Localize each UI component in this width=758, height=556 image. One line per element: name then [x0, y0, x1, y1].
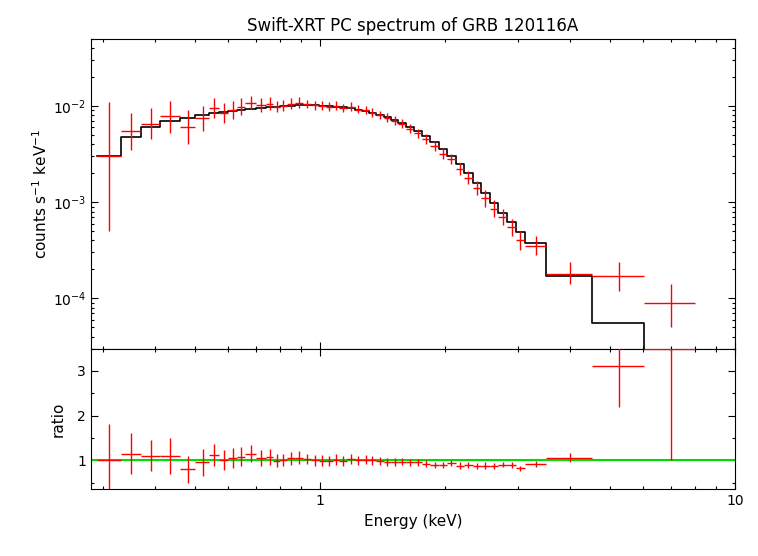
X-axis label: Energy (keV): Energy (keV) [364, 514, 462, 529]
Title: Swift-XRT PC spectrum of GRB 120116A: Swift-XRT PC spectrum of GRB 120116A [247, 17, 579, 34]
Y-axis label: ratio: ratio [51, 401, 66, 436]
Y-axis label: counts s$^{-1}$ keV$^{-1}$: counts s$^{-1}$ keV$^{-1}$ [31, 128, 50, 259]
